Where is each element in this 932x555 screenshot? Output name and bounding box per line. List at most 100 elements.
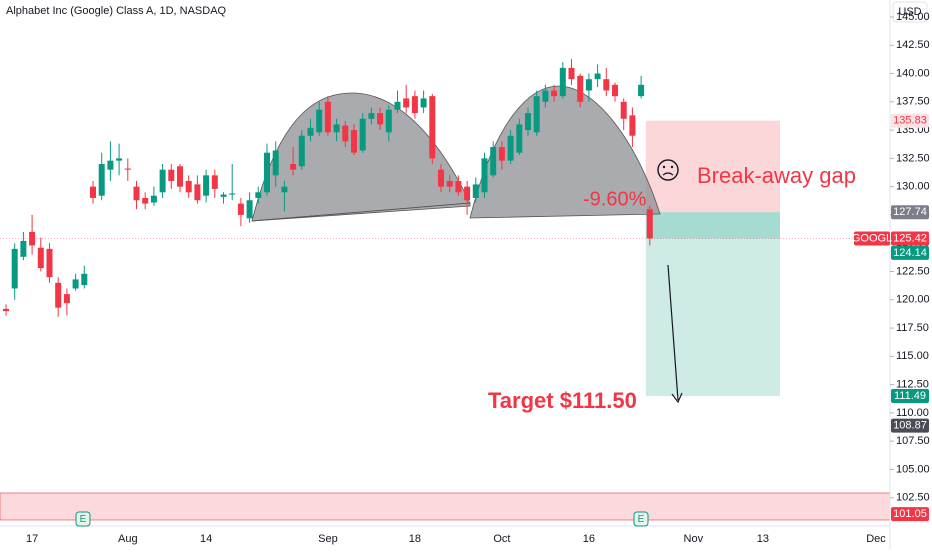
candle-body [290, 164, 297, 170]
candle-body [638, 84, 645, 97]
price-label: 124.14 [893, 247, 927, 259]
symbol-label-bg [854, 231, 890, 246]
x-tick-label: 18 [409, 533, 421, 545]
candle-body [63, 294, 70, 304]
arrow-head [671, 392, 683, 404]
y-tick-label: 142.50 [896, 39, 930, 51]
entry-zone [645, 212, 780, 239]
candle-body [411, 96, 418, 114]
candle-body [46, 248, 53, 278]
x-tick-label: 17 [26, 533, 38, 545]
candle-body [37, 247, 44, 269]
candle-body [542, 90, 549, 102]
y-tick-label: 130.00 [896, 181, 930, 193]
candle-body [255, 192, 262, 198]
x-tick-label: Dec [866, 533, 886, 545]
candle-body [464, 186, 471, 201]
arrow-line [667, 264, 679, 401]
candle-body [446, 180, 453, 187]
x-tick-label: 13 [757, 533, 769, 545]
candle-body [107, 160, 114, 170]
symbol-label: GOOGL [852, 232, 892, 244]
candle-body [620, 101, 627, 119]
candle-body [490, 147, 497, 176]
chart-title: Alphabet Inc (Google) Class A, 1D, NASDA… [6, 5, 227, 17]
price-label: 111.49 [894, 390, 926, 402]
x-tick-label: Sep [318, 533, 338, 545]
price-label: 101.05 [893, 508, 927, 520]
candle-body [124, 168, 131, 170]
candle-body [603, 79, 610, 91]
candle-body [351, 130, 357, 153]
candle-body [385, 109, 392, 133]
y-tick-label: 110.00 [896, 407, 929, 419]
x-tick-label: 14 [200, 533, 212, 545]
candle-body [272, 150, 279, 176]
candle-body [307, 127, 314, 136]
candle-body [368, 113, 375, 119]
candle-body [29, 231, 36, 246]
y-tick-label: 107.50 [896, 435, 930, 447]
y-tick-label: 140.00 [896, 67, 930, 79]
candle-body [533, 96, 540, 133]
candle-body [324, 101, 331, 133]
price-label: 135.83 [893, 115, 927, 127]
price-label-bg [891, 507, 929, 522]
candle-body [359, 118, 366, 151]
price-label-bg [891, 113, 929, 128]
y-tick-label: 105.00 [896, 463, 930, 475]
candle-body [646, 209, 653, 239]
candle-body [237, 203, 244, 215]
candle-body [455, 180, 462, 193]
earnings-badge [633, 511, 649, 527]
y-tick-label: 117.50 [896, 322, 929, 334]
price-label-bg [891, 389, 929, 404]
price-label-bg [891, 418, 929, 433]
candle-body [194, 184, 201, 201]
price-label-bg [891, 245, 929, 260]
target-zone [645, 212, 780, 397]
candle-body [498, 147, 505, 161]
candle-body [203, 175, 210, 196]
candle-body [229, 193, 236, 195]
candle-body [429, 96, 436, 159]
candle-body [342, 125, 349, 142]
zones [0, 120, 890, 397]
bottom-zone [0, 492, 891, 521]
candle-body [159, 169, 166, 193]
candle-body [298, 135, 305, 167]
candle-body [420, 98, 427, 108]
candle-body [72, 279, 79, 289]
candle-body [281, 186, 288, 193]
y-tick-label: 120.00 [896, 294, 930, 306]
candle-body [333, 124, 340, 133]
candle-body [177, 166, 183, 187]
price-label-bg [891, 231, 929, 246]
gap-annotation: Break-away gap [697, 163, 856, 188]
candle-body [507, 135, 514, 161]
x-tick-label: Nov [684, 533, 704, 545]
candle-body [211, 175, 218, 189]
candle-body [585, 79, 592, 91]
y-tick-label: 132.50 [896, 152, 930, 164]
candle-body [438, 169, 444, 187]
candle-body [568, 67, 575, 80]
candle-body [577, 75, 584, 102]
emoji-icon [657, 159, 679, 181]
candle-body [403, 98, 410, 108]
y-tick-label: 112.50 [896, 379, 929, 391]
y-tick-label: 122.50 [896, 265, 930, 277]
price-label: 125.42 [893, 232, 927, 244]
candle-body [81, 273, 88, 286]
earnings-label: E [80, 514, 87, 525]
change-annotation: -9.60% [583, 188, 647, 210]
price-label-bg [891, 205, 929, 220]
candle-body [394, 101, 401, 110]
candle-body [246, 200, 253, 219]
candle-body [559, 67, 566, 97]
candle-body [142, 197, 149, 204]
currency-box[interactable] [892, 1, 928, 23]
candle-body [133, 186, 140, 201]
